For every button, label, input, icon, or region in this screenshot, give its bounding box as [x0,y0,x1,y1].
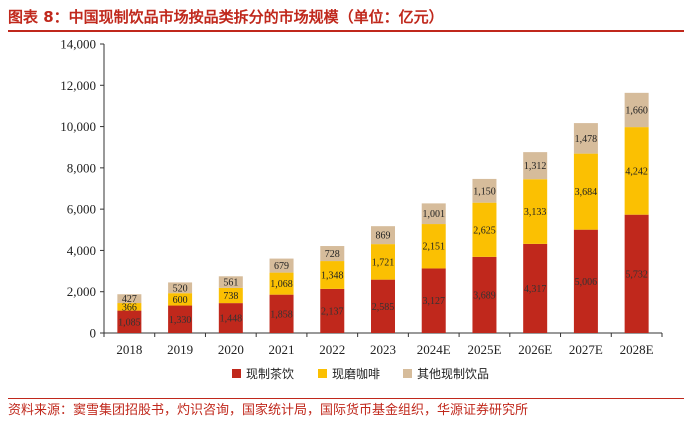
data-label: 1,858 [270,309,293,320]
data-label: 3,689 [473,290,496,301]
y-tick-label: 6,000 [67,202,96,217]
y-tick-label: 12,000 [60,78,96,93]
data-label: 1,150 [473,186,496,197]
data-label: 2,625 [473,225,496,236]
bar-segment [421,203,446,225]
legend: 现制茶饮 现磨咖啡 其他现制饮品 [232,366,489,381]
bar-segment [218,303,243,333]
x-tick-label: 2028E [620,342,654,357]
legend-label: 其他现制饮品 [417,367,489,381]
data-label: 366 [122,302,137,313]
bar-segment [624,92,649,128]
data-label: 1,312 [524,161,547,172]
data-label: 2,585 [372,302,395,313]
bar-segment [573,153,598,230]
y-tick-label: 8,000 [67,160,96,175]
bar-segment [624,127,649,215]
data-label: 1,068 [270,279,293,290]
bars [117,92,649,333]
data-label: 1,001 [422,209,445,220]
data-label: 3,133 [524,207,547,218]
bar-segment [117,310,142,333]
bar-segment [371,226,395,245]
x-tick-label: 2021 [269,342,295,357]
y-tick-label: 4,000 [67,243,96,258]
bar-segment [371,244,395,280]
data-label: 600 [173,295,188,306]
source-note: 资料来源：窦雪集团招股书，灼识咨询，国家统计局，国际货币基金组织，华源证券研究所 [8,398,684,423]
data-label: 1,330 [169,315,192,326]
data-label: 738 [223,291,238,302]
data-label: 427 [122,294,137,305]
data-label: 5,006 [575,277,598,288]
x-tick-label: 2019 [167,342,193,357]
x-tick-label: 2025E [467,342,501,357]
bar-segment [218,276,243,288]
x-tick-label: 2024E [417,342,451,357]
legend-swatch [232,369,241,378]
x-tick-label: 2023 [370,342,396,357]
bar-segment [523,152,548,180]
bar-segment [168,282,193,294]
x-tick-label: 2026E [518,342,552,357]
bar-segment [269,272,294,295]
bar-segment [523,243,548,333]
bar-segment [168,293,193,306]
legend-label: 现磨咖啡 [332,366,380,381]
data-label: 520 [173,283,188,294]
bar-segment [269,294,294,333]
bar-segment [168,305,193,333]
x-tick-label: 2027E [569,342,603,357]
data-label: 679 [274,261,289,272]
data-label: 5,732 [625,269,648,280]
legend-swatch [403,369,412,378]
bar-segment [472,178,497,203]
bar-segment [117,303,142,311]
y-tick-label: 10,000 [60,119,96,134]
data-label: 3,127 [422,296,445,307]
data-label: 1,721 [372,257,395,268]
legend-swatch [318,369,327,378]
x-tick-label: 2018 [116,342,142,357]
data-label: 4,242 [625,166,648,177]
chart-title: 图表 8：中国现制饮品市场按品类拆分的市场规模（单位：亿元） [8,4,684,32]
bar-segment [573,123,598,154]
bar-segment [573,229,598,333]
bar-segment [472,256,497,333]
axes: 0 2,000 4,000 6,000 8,000 10,000 12,000 14,000 2… [60,37,663,357]
data-label: 1,085 [118,317,141,328]
bar-segment [320,261,345,289]
data-label: 869 [376,231,391,242]
data-label: 1,660 [625,105,648,116]
x-tick-label: 2022 [319,342,345,357]
legend-label: 现制茶饮 [246,366,294,381]
bar-segment [624,214,649,333]
data-label: 2,137 [321,306,344,317]
y-tick-label: 2,000 [67,284,96,299]
bar-segment [371,279,395,333]
data-label: 1,348 [321,270,344,281]
data-label: 728 [325,249,340,260]
x-tick-label: 2020 [218,342,244,357]
bar-segment [421,268,446,333]
bar-segment [320,288,345,333]
bar-segment [523,179,548,244]
bar-segment [421,224,446,269]
data-label: 561 [223,278,238,289]
bar-segment [472,202,497,257]
y-tick-label: 0 [90,326,97,341]
data-label: 1,448 [220,314,243,325]
y-tick-label: 14,000 [60,37,96,52]
bar-segment [320,246,345,262]
data-label: 4,317 [524,284,547,295]
data-label: 2,151 [422,242,445,253]
data-label: 1,478 [575,134,598,145]
bar-segment [218,287,243,304]
bar-segment [269,258,294,273]
bar-segment [117,294,142,304]
data-label: 3,684 [575,187,598,198]
